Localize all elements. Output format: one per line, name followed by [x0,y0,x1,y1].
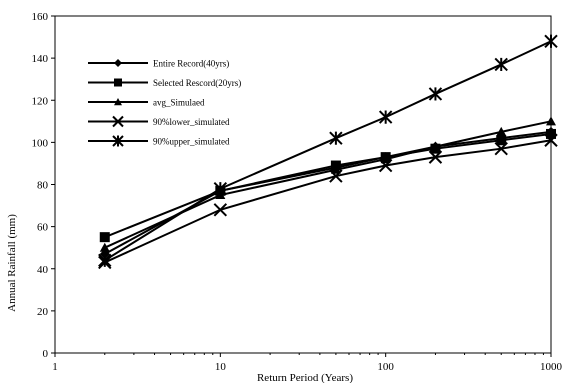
data-point-x [213,203,228,217]
legend-label: 90%upper_simulated [153,137,230,147]
data-point-asterisk [329,131,343,145]
data-point-asterisk [494,57,508,72]
y-axis-title: Annual Rainfall (mm) [6,214,18,312]
legend-label: avg_Simulaed [153,98,205,108]
y-tick-label: 20 [37,306,49,318]
legend: Entire Record(40yrs) Selected Rescord(20y… [88,59,241,147]
legend-entry: 90%lower_simulated [88,115,230,128]
series-1 [99,126,556,260]
legend-label: Entire Record(40yrs) [153,59,229,69]
data-point-triangle [380,154,391,164]
data-point-x [112,115,124,128]
data-point-triangle [430,141,441,151]
data-point-asterisk [213,182,228,196]
y-tick-label: 60 [37,222,49,234]
x-tick-label: 100 [377,361,394,373]
y-tick-label: 40 [37,264,49,276]
data-point-x [329,169,343,183]
series-4 [98,133,558,270]
legend-entry: avg_Simulaed [88,98,205,108]
y-tick-label: 120 [32,95,49,107]
y-tick-label: 0 [43,348,49,360]
x-tick-label: 1 [52,361,58,373]
data-point-x [378,158,393,173]
data-point-x [494,141,508,156]
series-5 [98,34,558,268]
legend-label: 90%lower_simulated [153,117,230,127]
data-point-square [114,78,122,87]
data-point-triangle [546,116,556,126]
data-point-square [496,135,507,146]
x-tick-label: 10 [215,361,227,373]
legend-entry: Selected Rescord(20yrs) [88,78,241,88]
x-axis-title: Return Period (Years) [257,372,353,383]
data-point-triangle [330,164,341,174]
plot-frame [54,15,552,354]
x-tick-label: 1000 [540,361,563,373]
y-tick-label: 140 [32,53,49,65]
data-point-triangle [99,242,110,252]
data-point-asterisk [98,253,112,268]
legend-label: Selected Rescord(20yrs) [153,78,241,88]
data-point-diamond [114,59,122,67]
y-tick-label: 160 [32,11,49,23]
data-point-asterisk [544,34,558,48]
axes: 0 20 40 60 80 100 120 140 160 1 10 100 1000 [32,11,563,373]
data-point-triangle [114,98,122,106]
series-line [104,139,552,264]
data-point-square [546,128,556,139]
data-point-triangle [496,126,507,136]
legend-entry: 90%upper_simulated [88,135,230,147]
y-tick-label: 100 [32,137,49,149]
legend-entry: Entire Record(40yrs) [88,59,229,69]
data-point-asterisk [428,87,443,101]
data-point-asterisk [112,135,124,147]
data-point-x [544,133,558,147]
series-line [104,132,552,239]
data-point-x [428,150,443,164]
series-layer [98,34,558,270]
data-point-square [99,232,110,243]
y-tick-label: 80 [37,180,49,192]
data-point-asterisk [378,110,393,124]
